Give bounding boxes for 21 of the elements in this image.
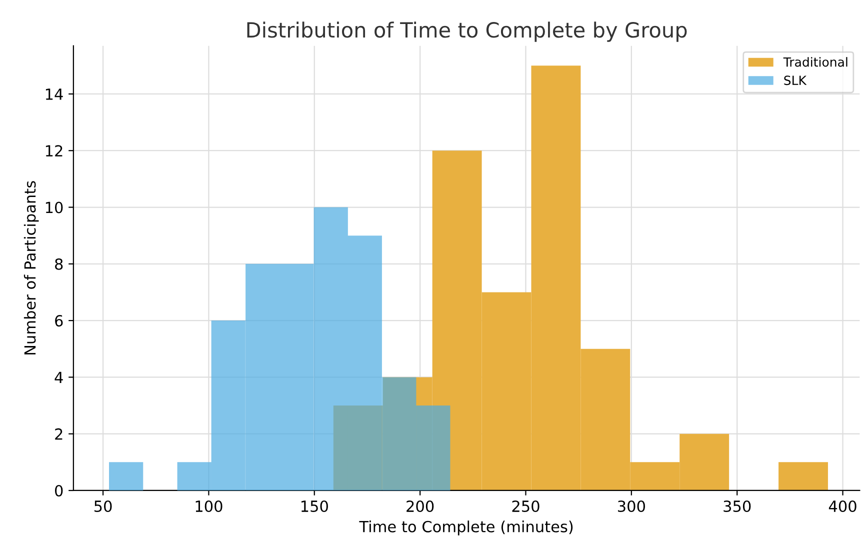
x-tick-label: 150 (301, 500, 328, 512)
y-tick-label: 12 (46, 145, 62, 156)
x-tick-label: 300 (618, 500, 645, 512)
y-tick-label: 4 (54, 372, 63, 383)
y-tick-label: 14 (46, 88, 63, 100)
x-tick-label: 250 (512, 500, 540, 512)
x-tick-label: 50 (94, 500, 112, 512)
y-tick-label: 0 (55, 484, 63, 497)
y-axis-title: Number of Participants (24, 181, 39, 354)
y-tick-label: 6 (55, 315, 63, 327)
y-tick-label: 10 (46, 202, 63, 214)
y-tick-label: 2 (55, 428, 62, 440)
x-tick-label: 100 (196, 500, 222, 512)
x-tick-label: 200 (406, 500, 434, 512)
x-tick-label: 400 (828, 500, 856, 512)
chart-title: Distribution of Time to Complete by Group (247, 22, 687, 42)
x-axis-title: Time to Complete (minutes) (359, 520, 573, 536)
legend-label: SLK (784, 76, 807, 86)
y-tick-label: 8 (55, 258, 63, 270)
x-tick-label: 350 (724, 500, 751, 512)
legend-label: Traditional (783, 57, 848, 67)
